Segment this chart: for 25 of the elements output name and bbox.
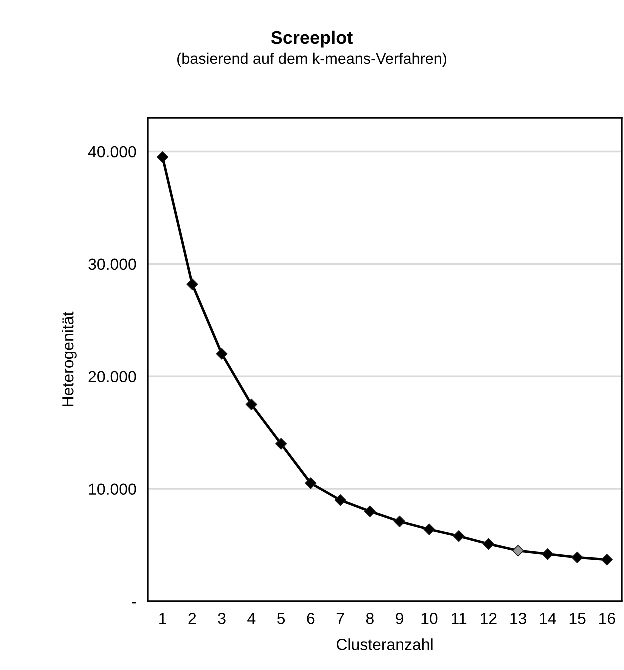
x-tick-label: 3	[218, 613, 226, 624]
x-tick-label: 14	[540, 613, 556, 624]
y-tick-label: -	[132, 602, 136, 604]
x-tick-label: 1	[160, 613, 166, 624]
x-tick-label: 7	[336, 613, 344, 624]
chart-subtitle: (basierend auf dem k-means-Verfahren)	[178, 52, 447, 68]
x-tick-label: 6	[307, 613, 315, 624]
x-tick-label: 16	[600, 613, 616, 624]
x-tick-label: 10	[422, 613, 438, 624]
y-axis-title: Heterogenität	[62, 312, 77, 406]
x-tick-label: 8	[366, 613, 374, 624]
y-tick-label: 40.000	[88, 146, 136, 158]
x-tick-label: 2	[188, 613, 196, 624]
y-tick-label: 30.000	[88, 258, 136, 270]
x-tick-label: 9	[396, 613, 404, 624]
chart-title: Screeplot	[271, 30, 353, 48]
x-tick-label: 15	[570, 613, 586, 624]
x-tick-label: 13	[510, 613, 526, 624]
x-tick-label: 4	[248, 613, 256, 624]
y-tick-label: 10.000	[89, 484, 136, 496]
x-axis-title: Clusteranzahl	[336, 638, 433, 650]
y-tick-label: 20.000	[88, 371, 136, 383]
x-tick-label: 11	[452, 613, 467, 624]
x-tick-label: 12	[481, 613, 497, 624]
x-tick-label: 5	[278, 613, 286, 624]
